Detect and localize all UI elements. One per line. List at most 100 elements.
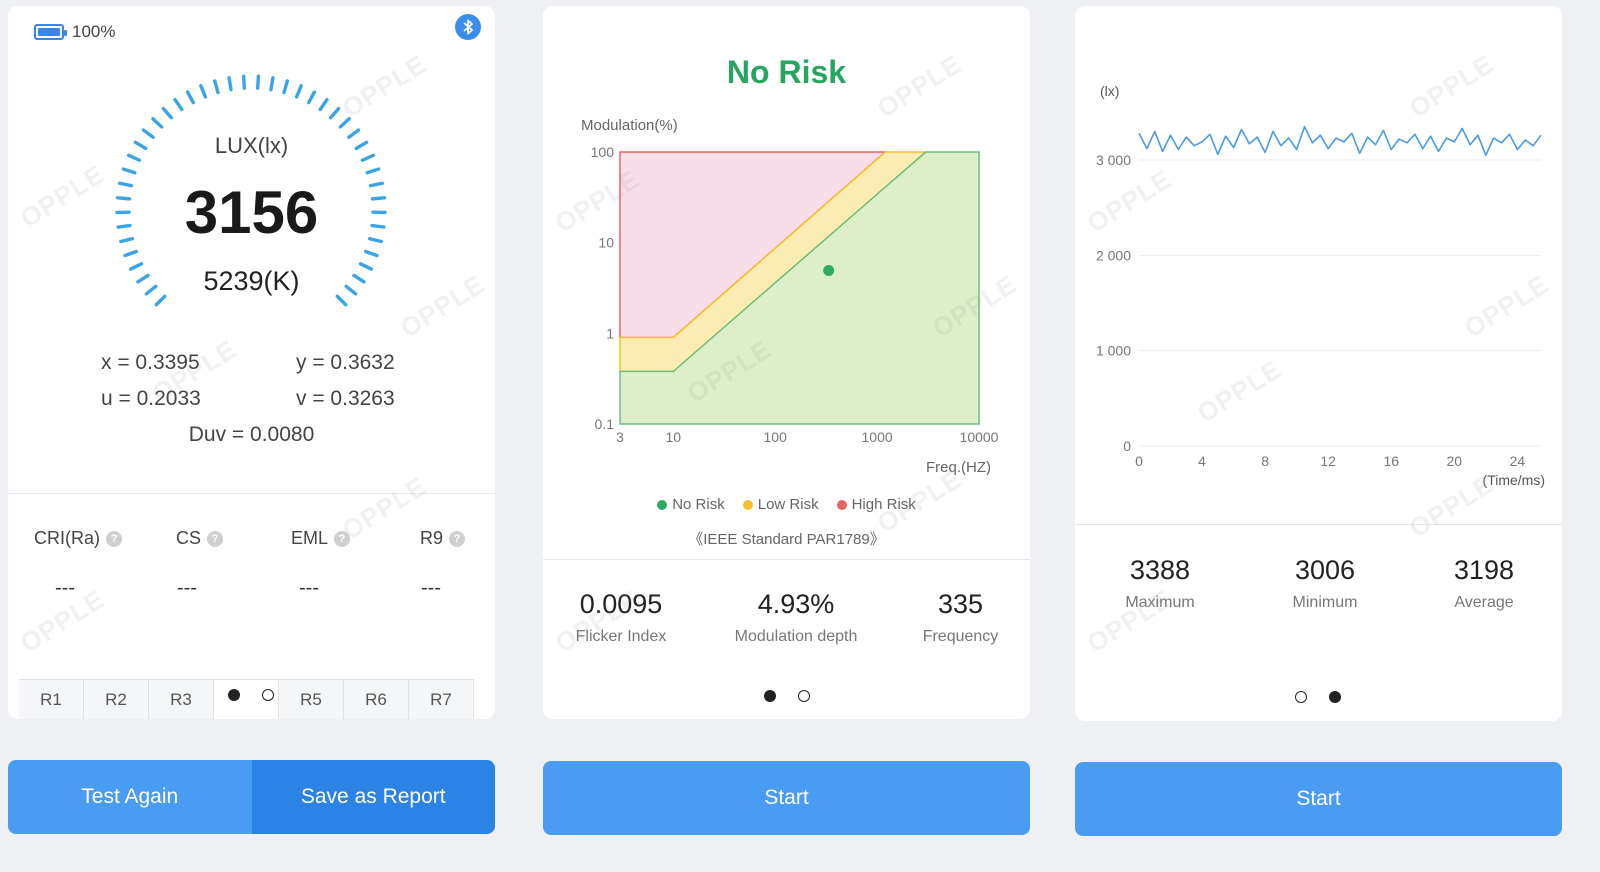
y-tick-label: 0.1 — [595, 416, 615, 432]
section-divider — [543, 559, 1030, 560]
gauge-tick — [368, 181, 385, 188]
watermark: OPPLE — [336, 470, 432, 546]
cs-label: CS? — [176, 528, 224, 549]
section-divider — [8, 493, 495, 494]
x-tick-label: 1000 — [862, 429, 893, 445]
gauge-tick — [365, 167, 381, 175]
gauge-tick — [338, 117, 351, 129]
gauge-tick — [121, 167, 137, 175]
gauge-tick — [241, 74, 247, 90]
r-cell: R6 — [344, 680, 409, 719]
page-dot-active[interactable] — [228, 689, 240, 701]
coord-u: u = 0.2033 — [101, 387, 201, 410]
gauge-tick — [133, 140, 148, 151]
gauge-tick — [370, 223, 386, 229]
page-dot[interactable] — [262, 689, 274, 701]
gauge-tick — [173, 97, 184, 112]
gauge-tick — [358, 262, 373, 271]
r-values-row: R1 R2 R3 R5 R6 R7 — [19, 679, 474, 719]
help-icon[interactable]: ? — [449, 530, 466, 547]
lux-gauge — [115, 74, 387, 307]
legend-high-risk: High Risk — [836, 496, 916, 513]
measurement-point — [823, 265, 835, 277]
flicker-card: No Risk Modulation(%) Freq.(HZ) 100 10 1 0.1 3… — [543, 6, 1030, 719]
x-tick-label: 12 — [1320, 453, 1336, 469]
average-label: Average — [1454, 594, 1514, 611]
page-dot[interactable] — [798, 690, 810, 702]
gauge-tick — [136, 273, 150, 284]
x-tick-label: 24 — [1510, 453, 1526, 469]
x-tick-label: 16 — [1383, 453, 1399, 469]
help-icon[interactable]: ? — [207, 530, 224, 547]
waveform-start-button[interactable]: Start — [1075, 762, 1562, 836]
panel1-action-buttons: Test Again Save as Report — [8, 760, 495, 834]
gauge-tick — [294, 84, 303, 99]
coord-x: x = 0.3395 — [101, 351, 200, 374]
legend-no-risk: No Risk — [657, 496, 725, 513]
gauge-tick — [141, 128, 155, 139]
gauge-tick — [255, 74, 261, 90]
r9-value: --- — [421, 577, 441, 599]
test-again-button[interactable]: Test Again — [8, 760, 252, 834]
lux-label: LUX(lx) — [214, 133, 289, 158]
flicker-start-button[interactable]: Start — [543, 761, 1030, 835]
modulation-depth-label: Modulation depth — [734, 628, 858, 645]
gauge-tick — [347, 128, 361, 139]
no-risk-region — [619, 151, 980, 425]
gauge-tick — [115, 196, 132, 201]
x-tick-label: 10000 — [960, 429, 999, 445]
gauge-tick — [329, 106, 341, 120]
page-dot-active[interactable] — [1329, 691, 1341, 703]
r-cell: R5 — [279, 680, 344, 719]
gauge-tick — [185, 90, 195, 105]
gauge-tick — [213, 79, 220, 95]
flicker-index-label: Flicker Index — [575, 628, 667, 645]
x-tick-label: 8 — [1261, 453, 1269, 469]
x-axis-label: (Time/ms) — [1483, 472, 1545, 488]
page-indicator — [228, 689, 274, 701]
page-dot-active[interactable] — [764, 690, 776, 702]
light-meter-card: 100% LUX(lx) 3156 5239(K) x = 0.3395 y =… — [8, 6, 495, 719]
minimum-label: Minimum — [1292, 594, 1358, 611]
y-tick-label: 1 000 — [1096, 343, 1131, 359]
gauge-tick — [370, 196, 387, 201]
chart-legend: No Risk Low Risk High Risk — [543, 496, 1030, 513]
illuminance-waveform-chart: (lx) 3 000 2 000 1 000 00 4 8 12 16 20 24 (Time/ms) — [1096, 83, 1545, 488]
battery-icon — [34, 24, 67, 40]
gauge-tick — [227, 76, 233, 92]
x-tick-label: 0 — [1135, 453, 1143, 469]
gauge-tick — [119, 236, 135, 244]
help-icon[interactable]: ? — [334, 530, 351, 547]
x-axis-label: Freq.(HZ) — [926, 459, 991, 476]
bluetooth-icon[interactable] — [455, 14, 481, 40]
y-axis-label: (lx) — [1100, 83, 1119, 99]
gauge-tick — [307, 90, 317, 105]
gauge-tick — [354, 140, 369, 151]
gauge-tick — [269, 76, 275, 92]
page-indicator — [764, 690, 810, 702]
gauge-tick — [116, 223, 132, 229]
average-value: 3198 — [1453, 555, 1515, 585]
help-icon[interactable]: ? — [106, 530, 122, 547]
standard-reference: 《IEEE Standard PAR1789》 — [688, 531, 885, 548]
page-indicator — [1295, 691, 1341, 703]
gauge-tick — [360, 153, 376, 162]
y-tick-label: 0 — [1123, 438, 1131, 454]
coord-v: v = 0.3263 — [296, 387, 395, 410]
battery-status: 100% — [34, 22, 115, 42]
maximum-value: 3388 — [1129, 555, 1191, 585]
page-dot[interactable] — [1295, 691, 1307, 703]
frequency-value: 335 — [937, 589, 984, 619]
save-report-button[interactable]: Save as Report — [251, 760, 495, 834]
minimum-value: 3006 — [1294, 555, 1356, 585]
x-tick-label: 4 — [1198, 453, 1206, 469]
gauge-tick — [144, 284, 158, 296]
y-tick-label: 2 000 — [1096, 247, 1131, 263]
cri-ra-label: CRI(Ra)? — [34, 528, 122, 549]
gauge-tick — [282, 79, 289, 95]
gauge-tick — [117, 181, 134, 188]
frequency-label: Frequency — [922, 628, 999, 645]
r-cell: R3 — [149, 680, 214, 719]
gauge-tick — [129, 262, 144, 271]
waveform-card: (lx) 3 000 2 000 1 000 0 0 4 8 12 16 20 24 (Time/ms)… — [1075, 6, 1562, 721]
